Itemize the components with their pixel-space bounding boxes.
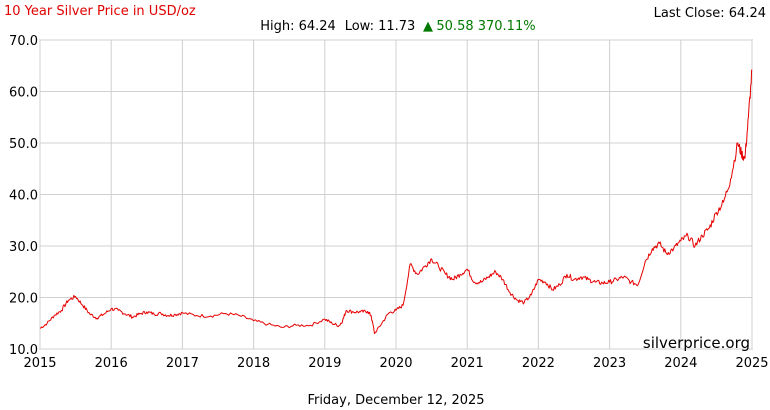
- watermark: silverprice.org: [643, 334, 750, 352]
- x-tick-label: 2024: [664, 356, 697, 371]
- date-footer: Friday, December 12, 2025: [307, 393, 484, 408]
- axis-ticks: 2015 2016 2017 2018 2019 2020 2021 2022 2023 2024…: [9, 34, 769, 371]
- y-tick-label: 20.0: [9, 292, 38, 307]
- low-label: Low: 11.73: [345, 19, 416, 34]
- y-tick-label: 30.0: [9, 240, 38, 255]
- x-tick-label: 2023: [593, 356, 626, 371]
- chart-title: 10 Year Silver Price in USD/oz: [4, 4, 196, 19]
- x-tick-label: 2020: [379, 356, 412, 371]
- x-tick-label: 2015: [23, 356, 56, 371]
- y-tick-label: 70.0: [9, 34, 38, 49]
- price-series: [39, 69, 753, 335]
- grid: [39, 39, 753, 350]
- y-tick-label: 50.0: [9, 137, 38, 152]
- x-tick-label: 2017: [166, 356, 199, 371]
- x-tick-label: 2025: [735, 356, 768, 371]
- price-line: [39, 69, 753, 335]
- up-arrow-icon: ▲: [423, 19, 433, 34]
- x-tick-label: 2016: [95, 356, 128, 371]
- x-tick-label: 2021: [451, 356, 484, 371]
- x-tick-label: 2022: [522, 356, 555, 371]
- y-tick-label: 10.0: [9, 343, 38, 358]
- last-close-label: Last Close: 64.24: [654, 6, 766, 21]
- high-label: High: 64.24: [260, 19, 336, 34]
- y-tick-label: 60.0: [9, 86, 38, 101]
- x-tick-label: 2018: [237, 356, 270, 371]
- x-tick-label: 2019: [308, 356, 341, 371]
- change-label: 50.58 370.11%: [436, 19, 535, 34]
- y-tick-label: 40.0: [9, 189, 38, 204]
